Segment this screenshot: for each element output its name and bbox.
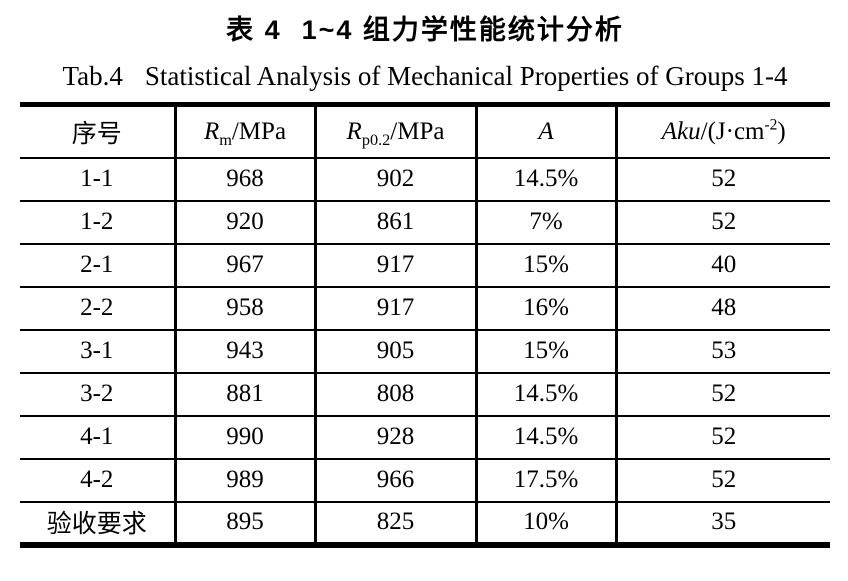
cell-sample-id: 2-1 <box>20 243 175 288</box>
cell-rp02: 928 <box>313 415 476 460</box>
cell-sample-id: 3-2 <box>20 372 175 417</box>
col-header-elongation: A <box>474 104 616 159</box>
cell-elongation: 14.5% <box>474 372 616 417</box>
cell-sample-id: 4-2 <box>20 458 175 503</box>
cell-aku: 52 <box>614 458 830 503</box>
table-row: 1-1 968 902 14.5% 52 <box>20 157 830 202</box>
table-row: 3-2 881 808 14.5% 52 <box>20 372 830 417</box>
cell-rm: 920 <box>173 200 315 245</box>
caption-cn-label: 表 4 <box>226 15 282 45</box>
cell-rm: 895 <box>173 501 315 545</box>
page: 表 4 1~4 组力学性能统计分析 Tab.4 Statistical Analys… <box>20 8 830 548</box>
cell-elongation: 10% <box>474 501 616 545</box>
cell-elongation: 15% <box>474 243 616 288</box>
cell-rm: 943 <box>173 329 315 374</box>
caption-en-text: Statistical Analysis of Mechanical Prope… <box>144 61 788 91</box>
cell-rm: 989 <box>173 458 315 503</box>
col-header-aku: Aku/(J·cm-2) <box>614 104 830 159</box>
table-row: 4-2 989 966 17.5% 52 <box>20 458 830 503</box>
caption-cn-text: 1~4 组力学性能统计分析 <box>301 15 624 45</box>
table-body: 1-1 968 902 14.5% 52 1-2 920 861 7% 52 2… <box>20 157 830 545</box>
cell-aku: 35 <box>614 501 830 545</box>
col-header-rm: Rm/MPa <box>173 104 315 159</box>
header-row: 序号 Rm/MPa Rp0.2/MPa A Aku/(J·cm-2) <box>20 104 830 159</box>
cell-elongation: 14.5% <box>474 415 616 460</box>
cell-rm: 967 <box>173 243 315 288</box>
cell-aku: 52 <box>614 372 830 417</box>
table-caption-english: Tab.4 Statistical Analysis of Mechanical … <box>20 61 830 92</box>
cell-rm: 990 <box>173 415 315 460</box>
table-row: 4-1 990 928 14.5% 52 <box>20 415 830 460</box>
table-row: 2-2 958 917 16% 48 <box>20 286 830 331</box>
cell-rp02: 902 <box>313 157 476 202</box>
cell-sample-id: 1-2 <box>20 200 175 245</box>
col-header-sample-id: 序号 <box>20 104 175 159</box>
cell-aku: 48 <box>614 286 830 331</box>
table-row: 3-1 943 905 15% 53 <box>20 329 830 374</box>
cell-sample-id: 3-1 <box>20 329 175 374</box>
cell-elongation: 15% <box>474 329 616 374</box>
table-caption-chinese: 表 4 1~4 组力学性能统计分析 <box>20 8 830 47</box>
cell-aku: 40 <box>614 243 830 288</box>
cell-rp02: 917 <box>313 286 476 331</box>
cell-rm: 958 <box>173 286 315 331</box>
cell-sample-id: 验收要求 <box>46 511 147 538</box>
cell-elongation: 16% <box>474 286 616 331</box>
cell-sample-id: 1-1 <box>20 157 175 202</box>
cell-rp02: 825 <box>313 501 476 545</box>
caption-en-label: Tab.4 <box>62 61 123 91</box>
table-header: 序号 Rm/MPa Rp0.2/MPa A Aku/(J·cm-2) <box>20 104 830 159</box>
cell-aku: 52 <box>614 415 830 460</box>
cell-aku: 52 <box>614 200 830 245</box>
cell-rp02: 808 <box>313 372 476 417</box>
cell-sample-id: 4-1 <box>20 415 175 460</box>
cell-aku: 52 <box>614 157 830 202</box>
cell-aku: 53 <box>614 329 830 374</box>
table-row: 2-1 967 917 15% 40 <box>20 243 830 288</box>
cell-elongation: 14.5% <box>474 157 616 202</box>
table-row: 1-2 920 861 7% 52 <box>20 200 830 245</box>
cell-rm: 968 <box>173 157 315 202</box>
cell-sample-id: 2-2 <box>20 286 175 331</box>
cell-rp02: 966 <box>313 458 476 503</box>
cell-elongation: 7% <box>474 200 616 245</box>
cell-elongation: 17.5% <box>474 458 616 503</box>
cell-rp02: 917 <box>313 243 476 288</box>
properties-table: 序号 Rm/MPa Rp0.2/MPa A Aku/(J·cm-2) 1-1 <box>20 102 830 548</box>
cell-rp02: 905 <box>313 329 476 374</box>
col-header-rp02: Rp0.2/MPa <box>313 104 476 159</box>
table-row-acceptance: 验收要求 895 825 10% 35 <box>20 501 830 545</box>
cell-rp02: 861 <box>313 200 476 245</box>
cell-rm: 881 <box>173 372 315 417</box>
